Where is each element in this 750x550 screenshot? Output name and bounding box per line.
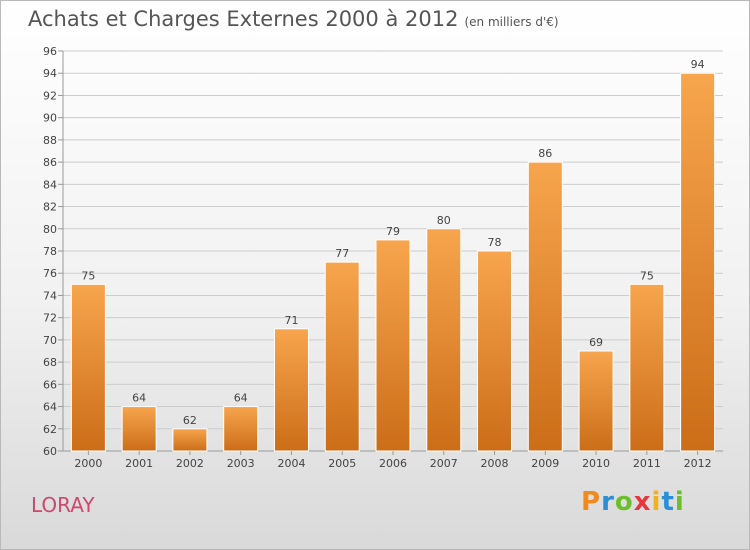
x-tick-label: 2001 bbox=[125, 457, 153, 470]
x-tick-label: 2010 bbox=[582, 457, 610, 470]
logo-letter: o bbox=[614, 487, 634, 517]
bar bbox=[375, 239, 411, 452]
bar bbox=[324, 261, 360, 452]
logo-letter: i bbox=[674, 487, 685, 517]
bar bbox=[629, 283, 665, 452]
value-label: 64 bbox=[234, 392, 248, 405]
value-label: 78 bbox=[488, 236, 502, 249]
value-label: 77 bbox=[335, 247, 349, 260]
bar bbox=[477, 250, 513, 452]
value-label: 69 bbox=[589, 336, 603, 349]
x-tick-label: 2004 bbox=[277, 457, 305, 470]
bar bbox=[426, 228, 462, 452]
logo-letter: r bbox=[601, 487, 615, 517]
value-label: 80 bbox=[437, 214, 451, 227]
bar bbox=[223, 406, 259, 452]
y-tick-label: 60 bbox=[43, 445, 57, 458]
logo-letter: t bbox=[661, 487, 675, 517]
logo-letter: i bbox=[651, 487, 662, 517]
title-text: Achats et Charges Externes 2000 à 2012 bbox=[28, 7, 459, 31]
bar bbox=[121, 406, 157, 452]
y-tick-label: 94 bbox=[43, 67, 57, 80]
bar bbox=[273, 328, 309, 452]
y-tick-label: 64 bbox=[43, 401, 57, 414]
x-tick-label: 2011 bbox=[633, 457, 661, 470]
y-tick-label: 82 bbox=[43, 201, 57, 214]
y-tick-label: 76 bbox=[43, 267, 57, 280]
x-tick-label: 2009 bbox=[531, 457, 559, 470]
logo-letter: P bbox=[581, 487, 602, 517]
y-tick-label: 74 bbox=[43, 289, 57, 302]
x-tick-label: 2012 bbox=[684, 457, 712, 470]
bar bbox=[578, 350, 614, 452]
bar bbox=[527, 161, 563, 452]
y-tick-label: 70 bbox=[43, 334, 57, 347]
y-tick-label: 78 bbox=[43, 245, 57, 258]
x-tick-label: 2006 bbox=[379, 457, 407, 470]
bar bbox=[172, 428, 208, 452]
x-tick-label: 2002 bbox=[176, 457, 204, 470]
x-tick-label: 2000 bbox=[74, 457, 102, 470]
value-label: 94 bbox=[691, 58, 705, 71]
logo-letter: x bbox=[633, 487, 652, 517]
proxiti-logo[interactable]: Proxiti bbox=[581, 487, 685, 517]
bar bbox=[680, 72, 716, 452]
x-tick-label: 2003 bbox=[227, 457, 255, 470]
value-label: 64 bbox=[132, 392, 146, 405]
x-tick-label: 2008 bbox=[481, 457, 509, 470]
y-tick-label: 96 bbox=[43, 45, 57, 58]
value-label: 86 bbox=[538, 147, 552, 160]
value-label: 79 bbox=[386, 225, 400, 238]
y-tick-label: 92 bbox=[43, 89, 57, 102]
y-tick-label: 66 bbox=[43, 378, 57, 391]
y-tick-label: 72 bbox=[43, 312, 57, 325]
y-tick-label: 86 bbox=[43, 156, 57, 169]
y-tick-label: 62 bbox=[43, 423, 57, 436]
y-tick-label: 68 bbox=[43, 356, 57, 369]
value-label: 62 bbox=[183, 414, 197, 427]
x-tick-label: 2007 bbox=[430, 457, 458, 470]
value-label: 75 bbox=[640, 269, 654, 282]
bar bbox=[70, 283, 106, 452]
value-label: 75 bbox=[81, 269, 95, 282]
place-name: LORAY bbox=[31, 493, 95, 517]
chart-title: Achats et Charges Externes 2000 à 2012 (e… bbox=[28, 7, 559, 31]
y-tick-label: 90 bbox=[43, 112, 57, 125]
unit-label: (en milliers d'€) bbox=[464, 15, 559, 29]
y-tick-label: 84 bbox=[43, 178, 57, 191]
y-tick-label: 80 bbox=[43, 223, 57, 236]
x-tick-label: 2005 bbox=[328, 457, 356, 470]
value-label: 71 bbox=[284, 314, 298, 327]
y-tick-label: 88 bbox=[43, 134, 57, 147]
